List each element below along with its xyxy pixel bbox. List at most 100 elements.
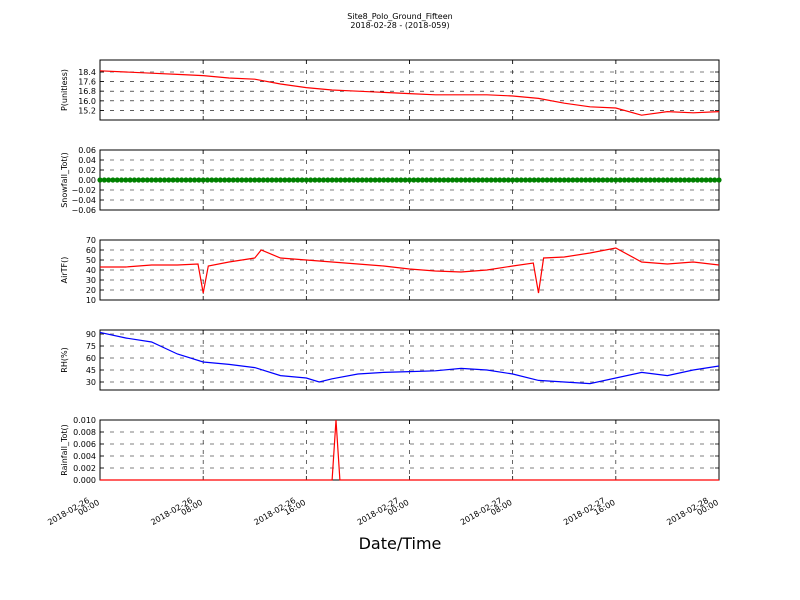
y-tick-label: 0.00 bbox=[78, 176, 96, 185]
data-point bbox=[436, 177, 443, 183]
data-point bbox=[282, 177, 288, 183]
data-point bbox=[591, 177, 597, 183]
data-point bbox=[651, 177, 658, 183]
y-tick-label: 0.004 bbox=[73, 452, 96, 461]
data-point bbox=[475, 177, 481, 183]
data-point bbox=[716, 177, 722, 183]
data-point bbox=[677, 177, 683, 183]
data-point bbox=[458, 177, 464, 183]
data-point bbox=[561, 177, 567, 183]
data-point bbox=[527, 177, 533, 183]
series-line bbox=[99, 331, 720, 385]
data-point bbox=[191, 177, 198, 183]
data-point bbox=[213, 177, 219, 183]
y-tick-label: 50 bbox=[86, 256, 96, 265]
y-tick-label: 0.008 bbox=[73, 428, 96, 437]
data-point bbox=[333, 177, 340, 183]
data-point bbox=[639, 177, 645, 183]
y-tick-label: 16.0 bbox=[78, 97, 96, 106]
data-point bbox=[488, 177, 494, 183]
plot-frame bbox=[99, 59, 720, 121]
data-point bbox=[462, 177, 468, 183]
y-axis-label: Rainfall_Tot() bbox=[60, 424, 69, 476]
data-point bbox=[256, 177, 262, 183]
data-point bbox=[204, 177, 211, 183]
data-point bbox=[497, 177, 503, 183]
data-point bbox=[596, 177, 602, 183]
data-point bbox=[544, 177, 550, 183]
y-tick-label: 30 bbox=[86, 276, 96, 285]
data-point bbox=[578, 177, 585, 183]
data-point bbox=[101, 177, 107, 183]
data-point bbox=[170, 177, 176, 183]
y-tick-label: 60 bbox=[86, 246, 96, 255]
data-point bbox=[540, 177, 546, 183]
data-point bbox=[144, 177, 150, 183]
data-point bbox=[376, 177, 383, 183]
y-tick-label: −0.02 bbox=[71, 186, 96, 195]
y-tick-label: 0.04 bbox=[78, 156, 96, 165]
data-point bbox=[295, 177, 301, 183]
y-tick-label: 0.010 bbox=[73, 416, 96, 425]
data-point bbox=[153, 177, 159, 183]
data-point bbox=[385, 177, 391, 183]
series-line bbox=[100, 247, 720, 294]
data-point bbox=[247, 177, 254, 183]
data-point bbox=[303, 177, 309, 183]
data-point bbox=[252, 177, 258, 183]
y-tick-label: 30 bbox=[86, 378, 96, 387]
data-point bbox=[316, 177, 322, 183]
y-tick-label: 45 bbox=[86, 366, 96, 375]
data-point bbox=[157, 177, 163, 183]
data-point bbox=[320, 177, 327, 183]
data-point bbox=[643, 177, 649, 183]
y-tick-label: 90 bbox=[86, 330, 96, 339]
data-point bbox=[127, 177, 133, 183]
y-tick-label: 0.006 bbox=[73, 440, 96, 449]
data-point bbox=[226, 177, 232, 183]
data-point bbox=[222, 177, 228, 183]
data-point bbox=[510, 177, 516, 183]
data-point bbox=[394, 177, 400, 183]
data-point bbox=[359, 177, 365, 183]
y-axis-label: Snowfall_Tot() bbox=[60, 152, 69, 208]
x-axis-label: Date/Time bbox=[358, 534, 442, 553]
data-point bbox=[105, 177, 112, 183]
data-point bbox=[166, 177, 172, 183]
series-line bbox=[99, 70, 720, 116]
data-point bbox=[600, 177, 606, 183]
data-point bbox=[424, 177, 430, 183]
data-point bbox=[230, 177, 236, 183]
data-point bbox=[522, 177, 529, 183]
data-point bbox=[97, 177, 103, 183]
plot-frame bbox=[99, 239, 720, 301]
data-point bbox=[535, 177, 542, 183]
data-point bbox=[634, 177, 640, 183]
data-point bbox=[621, 177, 628, 183]
data-point bbox=[342, 177, 348, 183]
data-point bbox=[329, 177, 335, 183]
data-point bbox=[484, 177, 490, 183]
data-point bbox=[449, 177, 456, 183]
data-point bbox=[712, 177, 718, 183]
data-point bbox=[587, 177, 593, 183]
data-point bbox=[647, 177, 653, 183]
data-point bbox=[110, 177, 116, 183]
data-point bbox=[574, 177, 580, 183]
data-point bbox=[492, 177, 499, 183]
data-point bbox=[682, 177, 688, 183]
data-point bbox=[183, 177, 189, 183]
data-point bbox=[148, 177, 155, 183]
data-point bbox=[673, 177, 679, 183]
data-point bbox=[363, 177, 370, 183]
data-point bbox=[312, 177, 318, 183]
series-line bbox=[100, 419, 719, 481]
y-tick-label: 20 bbox=[86, 286, 96, 295]
data-point bbox=[381, 177, 387, 183]
chart-subtitle: 2018-02-28 - (2018-059) bbox=[350, 21, 450, 30]
data-point bbox=[118, 177, 125, 183]
data-point bbox=[136, 177, 142, 183]
data-point bbox=[179, 177, 185, 183]
y-tick-label: 0.002 bbox=[73, 464, 96, 473]
